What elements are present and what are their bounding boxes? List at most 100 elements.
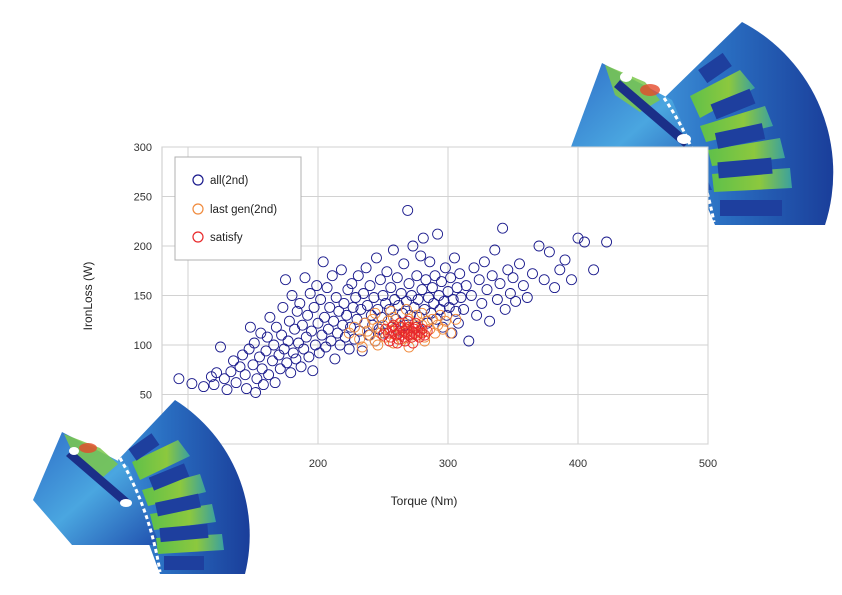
point-all-2nd — [299, 272, 311, 284]
point-all-2nd — [521, 292, 533, 303]
point-all-2nd — [364, 280, 376, 292]
point-all-2nd — [343, 343, 355, 355]
point-all-2nd — [533, 240, 545, 252]
point-all-2nd — [389, 294, 401, 305]
point-last-gen-2nd — [385, 305, 397, 317]
point-last-gen-2nd — [367, 313, 379, 325]
point-all-2nd — [463, 335, 475, 347]
x-tick-label: 500 — [699, 458, 717, 470]
point-all-2nd — [588, 264, 600, 276]
winding-slot — [155, 493, 201, 517]
point-all-2nd — [337, 319, 349, 331]
point-all-2nd — [228, 355, 239, 367]
point-all-2nd — [237, 349, 249, 361]
point-all-2nd — [442, 286, 454, 297]
point-last-gen-2nd — [400, 303, 412, 315]
point-last-gen-2nd — [439, 315, 451, 327]
point-all-2nd — [326, 270, 338, 282]
point-all-2nd — [538, 274, 550, 286]
point-all-2nd — [294, 297, 306, 309]
point-all-2nd — [543, 246, 555, 258]
point-all-2nd — [489, 244, 501, 256]
point-satisfy — [416, 327, 428, 339]
slot-opening — [620, 72, 632, 82]
point-all-2nd — [268, 339, 280, 351]
point-all-2nd — [269, 377, 281, 389]
point-all-2nd — [358, 288, 369, 299]
point-satisfy — [421, 325, 433, 337]
point-all-2nd — [281, 357, 293, 369]
point-all-2nd — [221, 384, 233, 396]
winding-slot — [128, 433, 160, 461]
point-all-2nd — [315, 294, 327, 305]
point-all-2nd — [454, 268, 466, 280]
point-satisfy — [399, 335, 411, 347]
y-tick-label: 250 — [134, 192, 152, 204]
point-all-2nd — [356, 345, 368, 357]
point-all-2nd — [549, 282, 561, 294]
point-all-2nd — [274, 363, 286, 375]
point-all-2nd — [554, 264, 566, 276]
point-all-2nd — [497, 222, 509, 234]
point-last-gen-2nd — [372, 339, 384, 351]
rotor-hotspot — [605, 65, 660, 112]
point-all-2nd — [270, 321, 282, 333]
point-all-2nd — [416, 284, 428, 296]
point-all-2nd — [430, 313, 442, 325]
point-all-2nd — [328, 315, 340, 327]
point-last-gen-2nd — [411, 309, 423, 321]
winding-slot — [164, 556, 204, 570]
point-all-2nd — [486, 270, 498, 282]
point-all-2nd — [254, 351, 265, 363]
point-satisfy — [391, 337, 403, 349]
point-all-2nd — [566, 274, 577, 286]
point-all-2nd — [264, 311, 276, 323]
y-tick-label: 100 — [134, 340, 152, 352]
point-all-2nd — [514, 258, 525, 270]
point-last-gen-2nd — [372, 321, 384, 333]
slot-opening — [120, 499, 132, 507]
point-all-2nd — [439, 262, 451, 274]
point-all-2nd — [324, 301, 336, 313]
point-all-2nd — [330, 292, 342, 303]
point-all-2nd — [473, 274, 485, 286]
point-all-2nd — [374, 274, 386, 286]
point-all-2nd — [499, 303, 511, 315]
slot-opening — [69, 447, 79, 455]
point-all-2nd — [263, 369, 275, 381]
point-all-2nd — [465, 290, 477, 301]
point-all-2nd — [451, 282, 463, 294]
point-all-2nd — [211, 367, 223, 379]
rotor-sector — [33, 432, 160, 545]
point-all-2nd — [385, 282, 397, 294]
point-all-2nd — [225, 366, 237, 378]
x-tick-label: 300 — [439, 458, 457, 470]
point-all-2nd — [239, 369, 251, 381]
magnet-slot — [614, 80, 690, 147]
point-all-2nd — [445, 272, 457, 284]
point-all-2nd — [447, 294, 459, 305]
point-all-2nd — [255, 327, 267, 339]
point-all-2nd — [248, 337, 260, 349]
point-all-2nd — [403, 278, 415, 290]
y-axis-ticks: 050100150200250300 — [134, 142, 152, 451]
point-all-2nd — [402, 204, 414, 216]
point-all-2nd — [280, 274, 291, 286]
point-all-2nd — [267, 355, 278, 367]
winding-slot — [148, 463, 190, 491]
point-last-gen-2nd — [445, 327, 457, 339]
point-all-2nd — [186, 378, 198, 390]
point-all-2nd — [345, 321, 356, 333]
magnet-slot — [66, 450, 130, 506]
point-all-2nd — [352, 270, 364, 282]
point-all-2nd — [601, 236, 613, 248]
point-all-2nd — [286, 290, 298, 301]
point-all-2nd — [298, 343, 310, 355]
stator-tooth — [132, 440, 190, 480]
point-all-2nd — [572, 232, 584, 244]
point-all-2nd — [215, 341, 226, 353]
point-all-2nd — [368, 292, 380, 303]
point-all-2nd — [346, 278, 358, 290]
point-all-2nd — [303, 351, 315, 363]
